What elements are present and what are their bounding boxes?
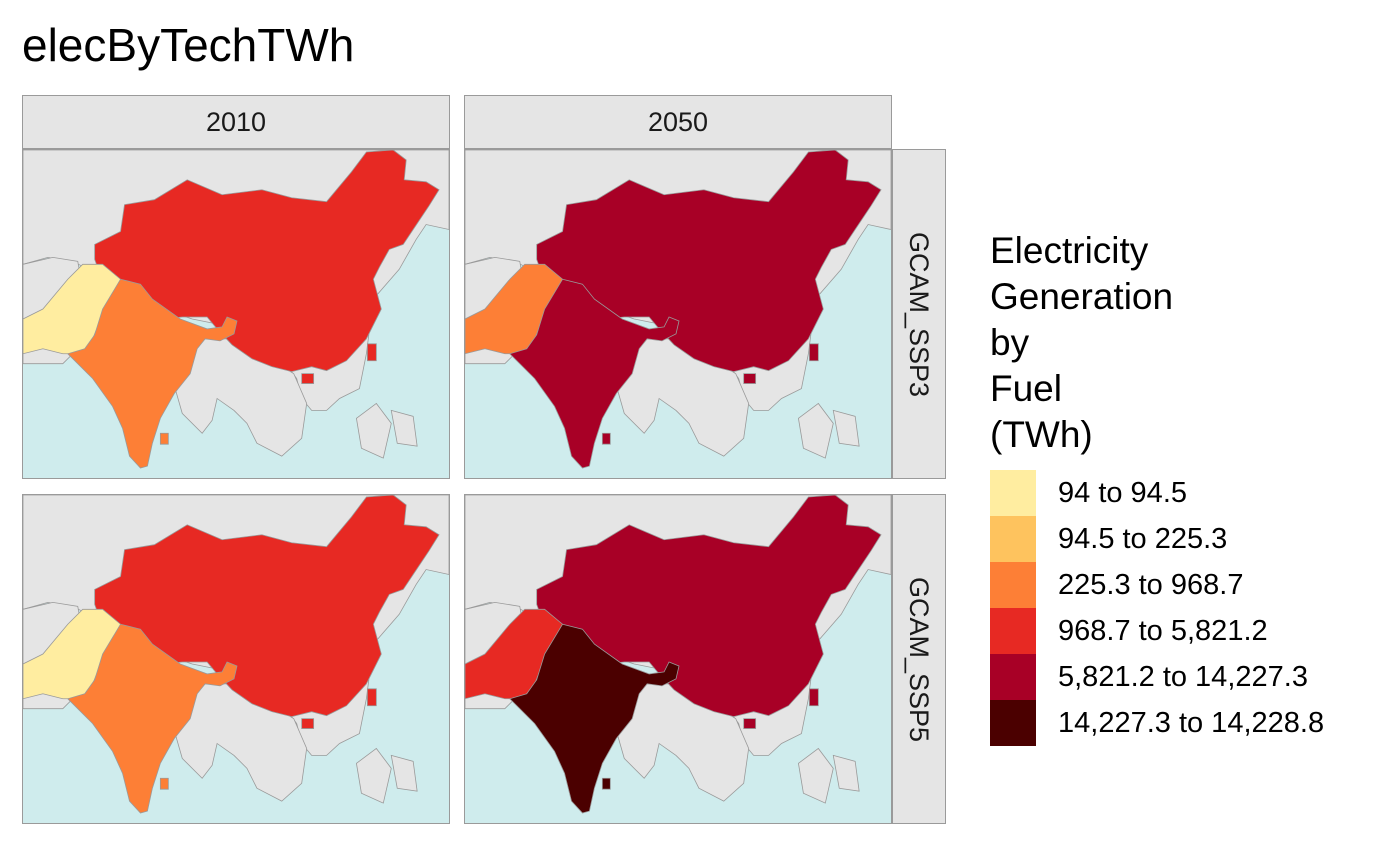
region-sri-lanka (159, 777, 169, 790)
map-svg (465, 495, 891, 823)
map-panel-ssp3-2010 (22, 149, 450, 479)
region-china (536, 150, 882, 384)
facet-strip-2010: 2010 (22, 95, 450, 149)
facet-label-2010: 2010 (205, 106, 267, 137)
region-china (94, 150, 440, 384)
map-svg (23, 150, 449, 478)
facet-label-gcam-ssp5: GCAM_SSP5 (904, 576, 935, 742)
legend-item: 94 to 94.5 (990, 470, 1324, 516)
legend-title-line: Generation (990, 276, 1174, 317)
region-india (67, 278, 238, 469)
legend-title-line: (TWh) (990, 414, 1093, 455)
region-india (509, 278, 680, 469)
region-taiwan (366, 343, 377, 362)
region-india (67, 623, 238, 814)
neighbor-islands (356, 747, 418, 804)
region-sri-lanka (601, 432, 611, 445)
facet-strip-gcam-ssp5: GCAM_SSP5 (892, 494, 946, 824)
map-svg (23, 495, 449, 823)
legend-label: 225.3 to 968.7 (1058, 568, 1244, 601)
plot-title: elecByTechTWh (22, 19, 355, 71)
map-panel-ssp5-2050 (464, 494, 892, 824)
legend-swatch (990, 608, 1036, 654)
legend-title-line: Electricity (990, 230, 1149, 271)
facet-strip-gcam-ssp3: GCAM_SSP3 (892, 149, 946, 479)
facet-strip-2050: 2050 (464, 95, 892, 149)
legend-swatch (990, 700, 1036, 746)
map-svg (465, 150, 891, 478)
facet-label-2050: 2050 (647, 106, 709, 137)
legend-swatch (990, 654, 1036, 700)
region-taiwan (808, 688, 819, 707)
legend-item: 14,227.3 to 14,228.8 (990, 700, 1324, 746)
legend-label: 968.7 to 5,821.2 (1058, 614, 1268, 647)
neighbor-islands (798, 747, 860, 804)
legend-swatch (990, 562, 1036, 608)
region-sri-lanka (601, 777, 611, 790)
legend-title-line: Fuel (990, 368, 1062, 409)
region-taiwan (808, 343, 819, 362)
legend-swatch (990, 516, 1036, 562)
legend-title-line: by (990, 322, 1030, 363)
region-india (509, 623, 680, 814)
legend-label: 94.5 to 225.3 (1058, 522, 1228, 555)
region-taiwan (366, 688, 377, 707)
legend-title: Electricity Generation by Fuel (TWh) (990, 228, 1173, 458)
neighbor-islands (798, 402, 860, 459)
region-sri-lanka (159, 432, 169, 445)
map-panel-ssp5-2010 (22, 494, 450, 824)
legend-item: 225.3 to 968.7 (990, 562, 1324, 608)
region-china (94, 495, 440, 729)
legend-label: 14,227.3 to 14,228.8 (1058, 706, 1325, 739)
map-panel-ssp3-2050 (464, 149, 892, 479)
legend-item: 968.7 to 5,821.2 (990, 608, 1324, 654)
legend-label: 94 to 94.5 (1058, 476, 1187, 509)
legend-swatch (990, 470, 1036, 516)
legend-item: 5,821.2 to 14,227.3 (990, 654, 1324, 700)
legend: 94 to 94.5 94.5 to 225.3 225.3 to 968.7 … (990, 470, 1324, 746)
neighbor-islands (356, 402, 418, 459)
region-china (536, 495, 882, 729)
legend-item: 94.5 to 225.3 (990, 516, 1324, 562)
legend-label: 5,821.2 to 14,227.3 (1058, 660, 1308, 693)
facet-label-gcam-ssp3: GCAM_SSP3 (904, 231, 935, 397)
